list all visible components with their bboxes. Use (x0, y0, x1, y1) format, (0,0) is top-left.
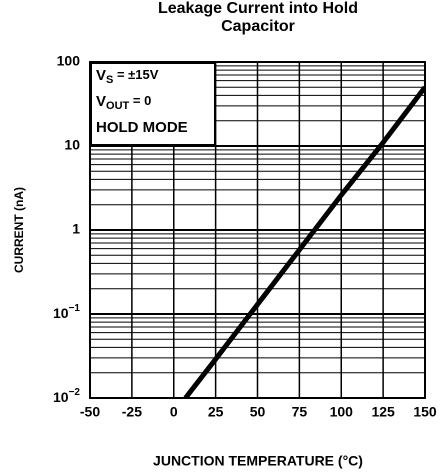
annotation-sub: S (106, 74, 113, 86)
y-axis-label: CURRENT (nA) (12, 187, 26, 273)
y-tick-label: 10 (64, 137, 80, 153)
x-tick-label: 150 (413, 404, 437, 420)
y-tick-exponent: −1 (69, 303, 81, 314)
x-tick-label: 125 (371, 404, 395, 420)
y-tick-label: 10−2 (53, 387, 80, 405)
annotation-main: HOLD MODE (96, 119, 188, 136)
chart-title: Leakage Current into Hold Capacitor (157, 0, 359, 35)
x-tick-label: 50 (250, 404, 266, 420)
x-tick-label: 0 (170, 404, 178, 420)
x-tick-label: 25 (208, 404, 224, 420)
x-axis-label: JUNCTION TEMPERATURE (°C) (153, 453, 363, 469)
x-tick-label: 100 (330, 404, 354, 420)
x-tick-label: -25 (122, 404, 142, 420)
annotation: VOUT = 0 (96, 93, 151, 112)
y-tick-label: 1 (72, 221, 80, 237)
title-box: Leakage Current into Hold Capacitor (157, 0, 359, 35)
y-tick-base: 10 (53, 389, 69, 405)
x-tick-label: -50 (80, 404, 100, 420)
annotation-tail: = 0 (129, 93, 151, 108)
y-tick-exponent: −2 (69, 387, 81, 398)
annotation-main: V (96, 67, 106, 84)
y-tick-label: 100 (57, 53, 81, 69)
x-tick-label: 75 (292, 404, 308, 420)
y-tick-base: 10 (53, 305, 69, 321)
series-line (183, 85, 425, 398)
plot-frame (89, 61, 426, 399)
y-tick-label: 10−1 (53, 303, 80, 321)
annotation-main: V (96, 93, 106, 110)
annotation: VS = ±15V (96, 67, 159, 86)
annotation-tail: = ±15V (113, 67, 158, 82)
annotation-sub: OUT (106, 100, 130, 112)
annotation: HOLD MODE (96, 119, 188, 136)
annotation-box (90, 62, 216, 146)
